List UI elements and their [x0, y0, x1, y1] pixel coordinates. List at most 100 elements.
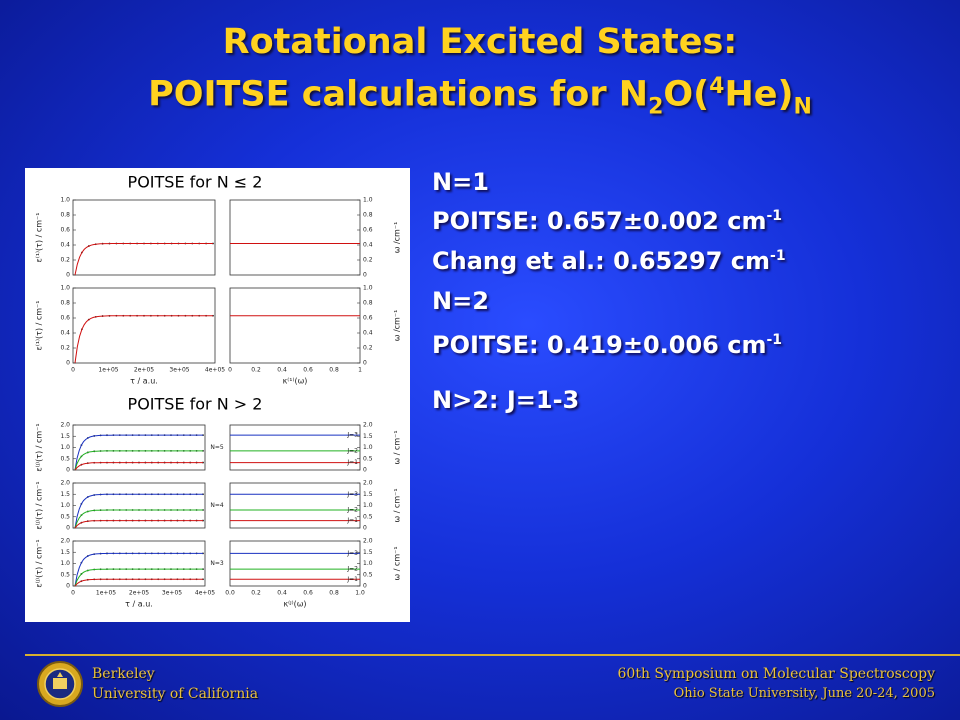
y-label: ω /cm⁻¹ [393, 222, 402, 254]
j-label: J=2 [346, 507, 358, 514]
title-text: He) [724, 74, 794, 115]
x-label: τ / a.u. [125, 600, 153, 609]
n-label: N=4 [210, 502, 224, 509]
y-tick-label: 0 [66, 583, 70, 590]
y-tick-label: 0 [363, 360, 367, 367]
curve [74, 462, 203, 471]
y-tick-label: 0.5 [363, 455, 373, 462]
curve [74, 509, 203, 529]
result-text: N=1 [432, 168, 489, 196]
y-tick-label: 1.5 [363, 433, 373, 440]
x-tick-label: 0 [71, 590, 75, 597]
y-tick-label: 1.5 [363, 491, 373, 498]
y-tick-label: 0 [363, 272, 367, 279]
j-label: J=3 [346, 491, 358, 498]
y-tick-label: 0.4 [363, 242, 373, 249]
x-tick-label: 4e+05 [205, 367, 225, 374]
y-tick-label: 0.2 [60, 257, 70, 264]
y-tick-label: 0 [66, 272, 70, 279]
y-tick-label: 1.0 [60, 560, 70, 567]
j-label: J=1 [346, 459, 358, 466]
title-sup: 4 [709, 74, 725, 99]
y-tick-label: 0 [363, 583, 367, 590]
curve [74, 315, 213, 364]
y-tick-label: 2.0 [60, 480, 70, 487]
result-line: N>2: J=1-3 [432, 386, 579, 414]
y-tick-label: 0.6 [363, 227, 373, 234]
j-label: J=2 [346, 566, 358, 573]
y-tick-label: 2.0 [363, 480, 373, 487]
curve [74, 578, 203, 587]
title-text: POITSE calculations for N [148, 74, 649, 115]
x-tick-label: 2e+05 [134, 367, 154, 374]
y-tick-label: 0.4 [60, 330, 70, 337]
j-label: J=1 [346, 576, 358, 583]
y-tick-label: 0 [363, 467, 367, 474]
y-tick-label: 1.0 [363, 502, 373, 509]
plot-frame [72, 287, 216, 364]
y-label: ω /cm⁻¹ [393, 310, 402, 342]
y-tick-label: 1.0 [60, 502, 70, 509]
curve [74, 552, 203, 587]
result-text: POITSE: 0.657±0.002 cm [432, 207, 767, 235]
y-tick-label: 0.2 [363, 345, 373, 352]
x-tick-label: 0.8 [329, 367, 339, 374]
x-tick-label: 0.4 [277, 590, 287, 597]
y-tick-label: 0.5 [60, 455, 70, 462]
y-tick-label: 1.0 [363, 197, 373, 204]
result-text: N=2 [432, 287, 489, 315]
footer-rule [25, 654, 960, 656]
y-tick-label: 1.0 [60, 197, 70, 204]
y-tick-label: 0.8 [363, 212, 373, 219]
x-tick-label: 0 [228, 367, 232, 374]
j-label: J=3 [346, 550, 358, 557]
result-text: Chang et al.: 0.65297 cm [432, 247, 771, 275]
j-label: J=2 [346, 447, 358, 454]
result-line: N=2 [432, 287, 489, 315]
curve [74, 243, 213, 276]
j-label: J=3 [346, 432, 358, 439]
y-tick-label: 2.0 [363, 538, 373, 545]
x-tick-label: 0.0 [225, 590, 235, 597]
result-line: N=1 [432, 168, 489, 196]
y-tick-label: 0 [66, 360, 70, 367]
plot-frame [229, 287, 361, 364]
y-label: ε⁽ᴶ⁾(τ) / cm⁻¹ [35, 423, 44, 471]
y-tick-label: 0.2 [60, 345, 70, 352]
result-line: POITSE: 0.419±0.006 cm-1 [432, 331, 782, 359]
panel-label: POITSE for N > 2 [128, 395, 263, 414]
y-tick-label: 0.6 [363, 315, 373, 322]
x-tick-label: 0.2 [251, 590, 261, 597]
y-tick-label: 1.0 [363, 444, 373, 451]
result-text: POITSE: 0.419±0.006 cm [432, 331, 767, 359]
y-label: ω / cm⁻¹ [393, 488, 402, 522]
title-sub: N [793, 94, 812, 120]
x-tick-label: 1 [358, 367, 362, 374]
y-tick-label: 1.5 [363, 549, 373, 556]
logo [37, 661, 83, 707]
plot-frame [229, 424, 361, 471]
y-tick-label: 0.8 [363, 300, 373, 307]
x-tick-label: 3e+05 [169, 367, 189, 374]
y-tick-label: 0.6 [60, 227, 70, 234]
title-line2: POITSE calculations for N2O(4He)N [0, 74, 960, 120]
x-tick-label: 4e+05 [195, 590, 215, 597]
x-tick-label: 0.4 [277, 367, 287, 374]
plot-frame [72, 199, 216, 276]
y-tick-label: 0.4 [363, 330, 373, 337]
y-tick-label: 2.0 [60, 538, 70, 545]
curve [74, 450, 203, 471]
y-label: ω / cm⁻¹ [393, 546, 402, 580]
figure: POITSE for N ≤ 2 0 0.2 0.4 0.6 0.8 1.0 0 0.2 0.4 0… [25, 168, 410, 622]
result-sup: -1 [766, 332, 783, 348]
y-label: ε⁽¹⁾(τ) / cm⁻¹ [35, 301, 44, 351]
y-tick-label: 2.0 [363, 422, 373, 429]
n-label: N=5 [210, 444, 224, 451]
x-tick-label: 0.6 [303, 590, 313, 597]
y-label: ω / cm⁻¹ [393, 430, 402, 464]
x-label: κ⁽ᴶ⁾(ω) [283, 600, 306, 609]
panel-label: POITSE for N ≤ 2 [128, 173, 263, 192]
x-label: κ⁽¹⁾(ω) [283, 377, 308, 386]
result-line: Chang et al.: 0.65297 cm-1 [432, 247, 786, 275]
j-label: J=1 [346, 517, 358, 524]
